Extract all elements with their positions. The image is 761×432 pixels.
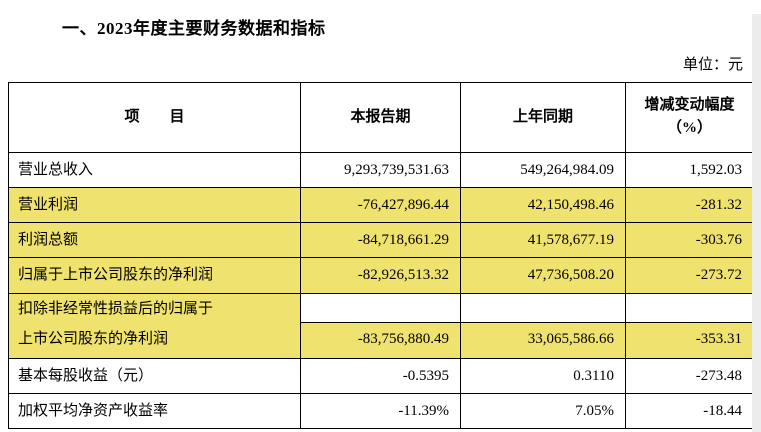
row-prior-value: 33,065,586.66 [460, 322, 626, 359]
row-change-value: -353.31 [625, 322, 754, 359]
empty-cell [300, 292, 461, 324]
row-label: 归属于上市公司股东的净利润 [8, 257, 301, 294]
row-current-value: -84,718,661.29 [300, 221, 461, 259]
empty-cell [460, 292, 626, 324]
table-row: 归属于上市公司股东的净利润 -82,926,513.32 47,736,508.… [8, 257, 754, 294]
row-change-value: -281.32 [625, 186, 754, 224]
row-current-value: 9,293,739,531.63 [300, 151, 461, 188]
row-label: 营业利润 [8, 186, 301, 224]
row-change-value: -273.48 [625, 357, 754, 394]
row-current-value: -82,926,513.32 [300, 257, 461, 294]
table-row-split-top: 扣除非经常性损益后的归属于 [8, 292, 754, 324]
row-label: 利润总额 [8, 221, 301, 259]
col-header-item: 项 目 [8, 82, 301, 153]
row-label: 营业总收入 [8, 151, 301, 188]
row-change-value: -303.76 [625, 221, 754, 259]
row-label-line2: 上市公司股东的净利润 [8, 322, 301, 359]
table-row: 加权平均净资产收益率 -11.39% 7.05% -18.44 [8, 392, 754, 430]
table-row-split-bottom: 上市公司股东的净利润 -83,756,880.49 33,065,586.66 … [8, 322, 754, 359]
table-row: 营业利润 -76,427,896.44 42,150,498.46 -281.3… [8, 186, 754, 224]
row-change-value: -273.72 [625, 257, 754, 294]
row-prior-value: 42,150,498.46 [460, 186, 626, 224]
row-current-value: -11.39% [300, 392, 461, 430]
row-label: 加权平均净资产收益率 [8, 392, 301, 430]
row-prior-value: 7.05% [460, 392, 626, 430]
row-current-value: -0.5395 [300, 357, 461, 394]
row-change-value: 1,592.03 [625, 151, 754, 188]
table-row: 利润总额 -84,718,661.29 41,578,677.19 -303.7… [8, 221, 754, 259]
row-prior-value: 41,578,677.19 [460, 221, 626, 259]
financial-indicators-table: 项 目 本报告期 上年同期 增减变动幅度（%） 营业总收入 9,293,739,… [8, 82, 754, 430]
row-change-value: -18.44 [625, 392, 754, 430]
row-label: 基本每股收益（元） [8, 357, 301, 394]
row-current-value: -83,756,880.49 [300, 322, 461, 359]
section-title: 一、2023年度主要财务数据和指标 [62, 19, 326, 38]
col-header-prior-period: 上年同期 [460, 82, 626, 153]
row-prior-value: 47,736,508.20 [460, 257, 626, 294]
col-header-current-period: 本报告期 [300, 82, 461, 153]
empty-cell [625, 292, 754, 324]
unit-label: 单位：元 [682, 57, 743, 73]
page-right-edge [752, 14, 761, 432]
row-label-line1: 扣除非经常性损益后的归属于 [8, 292, 301, 323]
row-prior-value: 0.3110 [460, 357, 626, 394]
table-row: 基本每股收益（元） -0.5395 0.3110 -273.48 [8, 357, 754, 394]
row-prior-value: 549,264,984.09 [460, 151, 626, 188]
table-header-row: 项 目 本报告期 上年同期 增减变动幅度（%） [8, 82, 754, 153]
col-header-change-pct: 增减变动幅度（%） [625, 82, 754, 153]
row-current-value: -76,427,896.44 [300, 186, 461, 224]
table-row: 营业总收入 9,293,739,531.63 549,264,984.09 1,… [8, 151, 754, 188]
